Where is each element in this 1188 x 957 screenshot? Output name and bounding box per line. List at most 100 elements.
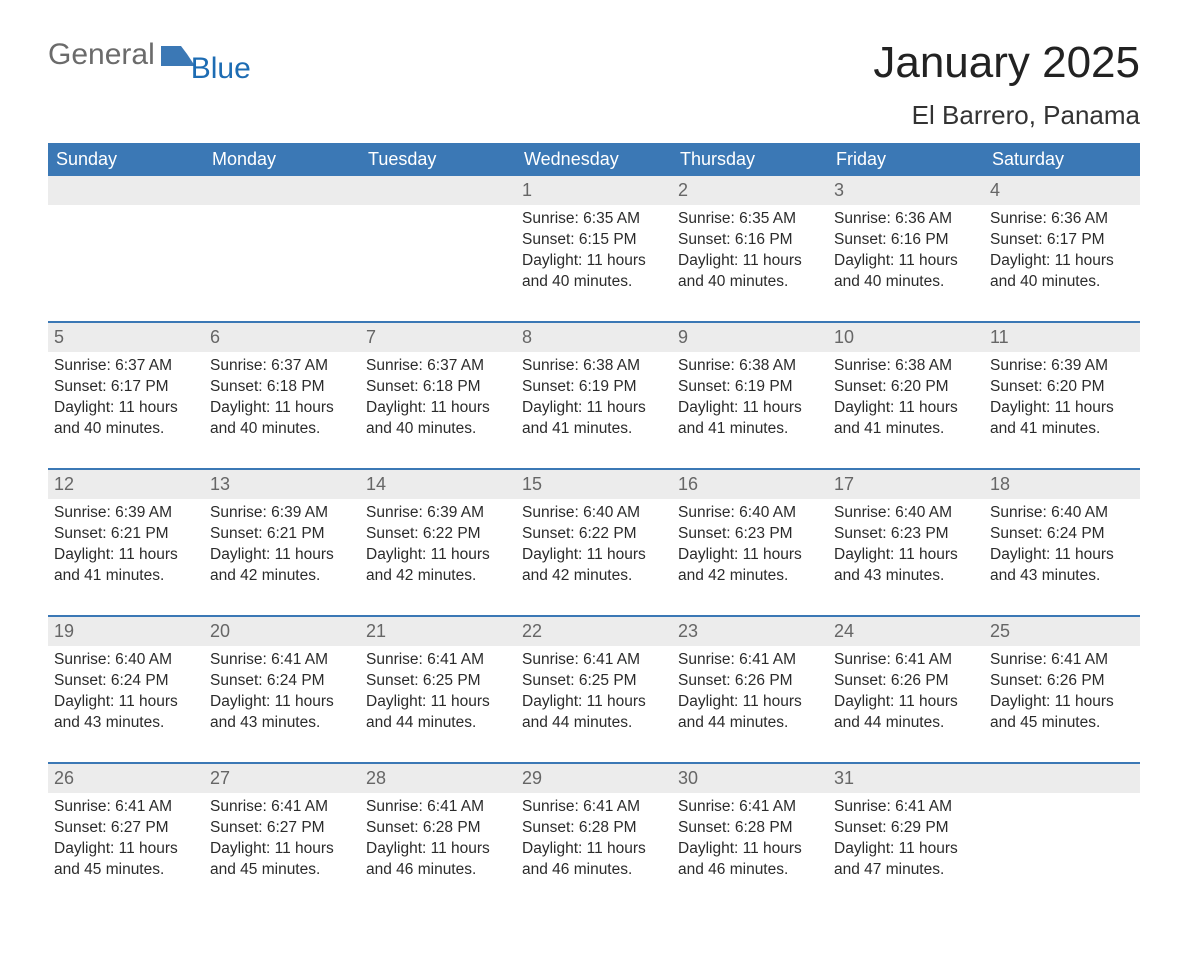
day-number: 16 bbox=[672, 470, 828, 499]
sunset-line: Sunset: 6:24 PM bbox=[990, 524, 1134, 545]
calendar-day: 24Sunrise: 6:41 AMSunset: 6:26 PMDayligh… bbox=[828, 616, 984, 763]
title-block: January 2025 El Barrero, Panama bbox=[873, 40, 1140, 131]
day-details: Sunrise: 6:41 AMSunset: 6:27 PMDaylight:… bbox=[210, 797, 354, 881]
daylight-line: Daylight: 11 hours and 44 minutes. bbox=[834, 692, 978, 734]
calendar-week: 1Sunrise: 6:35 AMSunset: 6:15 PMDaylight… bbox=[48, 176, 1140, 322]
daylight-line: Daylight: 11 hours and 44 minutes. bbox=[522, 692, 666, 734]
day-number: 8 bbox=[516, 323, 672, 352]
daylight-line: Daylight: 11 hours and 45 minutes. bbox=[54, 839, 198, 881]
daylight-line: Daylight: 11 hours and 40 minutes. bbox=[210, 398, 354, 440]
day-details: Sunrise: 6:40 AMSunset: 6:24 PMDaylight:… bbox=[54, 650, 198, 734]
daylight-line: Daylight: 11 hours and 43 minutes. bbox=[210, 692, 354, 734]
sunset-line: Sunset: 6:27 PM bbox=[210, 818, 354, 839]
sunrise-line: Sunrise: 6:40 AM bbox=[990, 503, 1134, 524]
calendar-day-empty bbox=[360, 176, 516, 322]
calendar-day: 6Sunrise: 6:37 AMSunset: 6:18 PMDaylight… bbox=[204, 322, 360, 469]
daylight-line: Daylight: 11 hours and 42 minutes. bbox=[678, 545, 822, 587]
day-number: 28 bbox=[360, 764, 516, 793]
calendar-day: 18 Sunrise: 6:40 AMSunset: 6:24 PMDayligh… bbox=[984, 469, 1140, 616]
sunrise-line: Sunrise: 6:38 AM bbox=[678, 356, 822, 377]
calendar-day: 16Sunrise: 6:40 AMSunset: 6:23 PMDayligh… bbox=[672, 469, 828, 616]
sunrise-line: Sunrise: 6:41 AM bbox=[678, 650, 822, 671]
sunset-line: Sunset: 6:28 PM bbox=[678, 818, 822, 839]
sunset-line: Sunset: 6:17 PM bbox=[54, 377, 198, 398]
sunset-line: Sunset: 6:16 PM bbox=[678, 230, 822, 251]
daylight-line: Daylight: 11 hours and 40 minutes. bbox=[834, 251, 978, 293]
day-details: Sunrise: 6:41 AMSunset: 6:26 PMDaylight:… bbox=[678, 650, 822, 734]
calendar-day-empty bbox=[48, 176, 204, 322]
daylight-line: Daylight: 11 hours and 41 minutes. bbox=[522, 398, 666, 440]
sunrise-line: Sunrise: 6:41 AM bbox=[678, 797, 822, 818]
day-number bbox=[48, 176, 204, 205]
daylight-line: Daylight: 11 hours and 42 minutes. bbox=[210, 545, 354, 587]
calendar-body: 1Sunrise: 6:35 AMSunset: 6:15 PMDaylight… bbox=[48, 176, 1140, 909]
daylight-line: Daylight: 11 hours and 43 minutes. bbox=[990, 545, 1134, 587]
day-number: 18 bbox=[984, 470, 1140, 499]
sunrise-line: Sunrise: 6:40 AM bbox=[834, 503, 978, 524]
day-number: 3 bbox=[828, 176, 984, 205]
calendar-day: 23Sunrise: 6:41 AMSunset: 6:26 PMDayligh… bbox=[672, 616, 828, 763]
calendar-day: 27Sunrise: 6:41 AMSunset: 6:27 PMDayligh… bbox=[204, 763, 360, 909]
calendar-day: 8Sunrise: 6:38 AMSunset: 6:19 PMDaylight… bbox=[516, 322, 672, 469]
calendar-day: 4Sunrise: 6:36 AMSunset: 6:17 PMDaylight… bbox=[984, 176, 1140, 322]
logo: General Blue bbox=[48, 40, 261, 70]
daylight-line: Daylight: 11 hours and 40 minutes. bbox=[522, 251, 666, 293]
day-number: 14 bbox=[360, 470, 516, 499]
day-details: Sunrise: 6:41 AMSunset: 6:25 PMDaylight:… bbox=[522, 650, 666, 734]
daylight-line: Daylight: 11 hours and 40 minutes. bbox=[54, 398, 198, 440]
daylight-line: Daylight: 11 hours and 42 minutes. bbox=[366, 545, 510, 587]
calendar-day: 31Sunrise: 6:41 AMSunset: 6:29 PMDayligh… bbox=[828, 763, 984, 909]
daylight-line: Daylight: 11 hours and 46 minutes. bbox=[366, 839, 510, 881]
day-details: Sunrise: 6:40 AMSunset: 6:22 PMDaylight:… bbox=[522, 503, 666, 587]
weekday-header: Thursday bbox=[672, 143, 828, 176]
daylight-line: Daylight: 11 hours and 46 minutes. bbox=[522, 839, 666, 881]
sunset-line: Sunset: 6:27 PM bbox=[54, 818, 198, 839]
day-details: Sunrise: 6:41 AMSunset: 6:26 PMDaylight:… bbox=[834, 650, 978, 734]
month-title: January 2025 bbox=[873, 40, 1140, 86]
sunset-line: Sunset: 6:15 PM bbox=[522, 230, 666, 251]
sunrise-line: Sunrise: 6:37 AM bbox=[210, 356, 354, 377]
daylight-line: Daylight: 11 hours and 40 minutes. bbox=[366, 398, 510, 440]
day-number: 4 bbox=[984, 176, 1140, 205]
day-number: 12 bbox=[48, 470, 204, 499]
day-details: Sunrise: 6:39 AMSunset: 6:22 PMDaylight:… bbox=[366, 503, 510, 587]
day-number: 29 bbox=[516, 764, 672, 793]
sunrise-line: Sunrise: 6:41 AM bbox=[366, 797, 510, 818]
weekday-header: Saturday bbox=[984, 143, 1140, 176]
day-number bbox=[204, 176, 360, 205]
calendar-week: 12 Sunrise: 6:39 AMSunset: 6:21 PMDayligh… bbox=[48, 469, 1140, 616]
day-number: 6 bbox=[204, 323, 360, 352]
sunset-line: Sunset: 6:24 PM bbox=[210, 671, 354, 692]
calendar-week: 26Sunrise: 6:41 AMSunset: 6:27 PMDayligh… bbox=[48, 763, 1140, 909]
calendar-day: 17Sunrise: 6:40 AMSunset: 6:23 PMDayligh… bbox=[828, 469, 984, 616]
logo-flag-icon bbox=[161, 42, 195, 72]
day-number: 30 bbox=[672, 764, 828, 793]
day-number: 1 bbox=[516, 176, 672, 205]
day-details: Sunrise: 6:41 AMSunset: 6:25 PMDaylight:… bbox=[366, 650, 510, 734]
calendar-day: 21Sunrise: 6:41 AMSunset: 6:25 PMDayligh… bbox=[360, 616, 516, 763]
sunrise-line: Sunrise: 6:38 AM bbox=[834, 356, 978, 377]
sunrise-line: Sunrise: 6:36 AM bbox=[990, 209, 1134, 230]
day-details: Sunrise: 6:39 AMSunset: 6:21 PMDaylight:… bbox=[54, 503, 198, 587]
sunset-line: Sunset: 6:20 PM bbox=[990, 377, 1134, 398]
header-row: General Blue January 2025 El Barrero, Pa… bbox=[48, 40, 1140, 131]
daylight-line: Daylight: 11 hours and 43 minutes. bbox=[54, 692, 198, 734]
weekday-header: Tuesday bbox=[360, 143, 516, 176]
calendar-day: 14 Sunrise: 6:39 AMSunset: 6:22 PMDayligh… bbox=[360, 469, 516, 616]
day-number: 19 bbox=[48, 617, 204, 646]
sunset-line: Sunset: 6:18 PM bbox=[366, 377, 510, 398]
sunset-line: Sunset: 6:26 PM bbox=[834, 671, 978, 692]
sunset-line: Sunset: 6:20 PM bbox=[834, 377, 978, 398]
day-number bbox=[360, 176, 516, 205]
daylight-line: Daylight: 11 hours and 46 minutes. bbox=[678, 839, 822, 881]
sunrise-line: Sunrise: 6:41 AM bbox=[990, 650, 1134, 671]
daylight-line: Daylight: 11 hours and 41 minutes. bbox=[834, 398, 978, 440]
day-number: 20 bbox=[204, 617, 360, 646]
weekday-header: Friday bbox=[828, 143, 984, 176]
daylight-line: Daylight: 11 hours and 45 minutes. bbox=[210, 839, 354, 881]
calendar-day: 19 Sunrise: 6:40 AMSunset: 6:24 PMDayligh… bbox=[48, 616, 204, 763]
day-details: Sunrise: 6:37 AMSunset: 6:18 PMDaylight:… bbox=[366, 356, 510, 440]
day-number: 2 bbox=[672, 176, 828, 205]
sunrise-line: Sunrise: 6:41 AM bbox=[210, 797, 354, 818]
weekday-header: Monday bbox=[204, 143, 360, 176]
